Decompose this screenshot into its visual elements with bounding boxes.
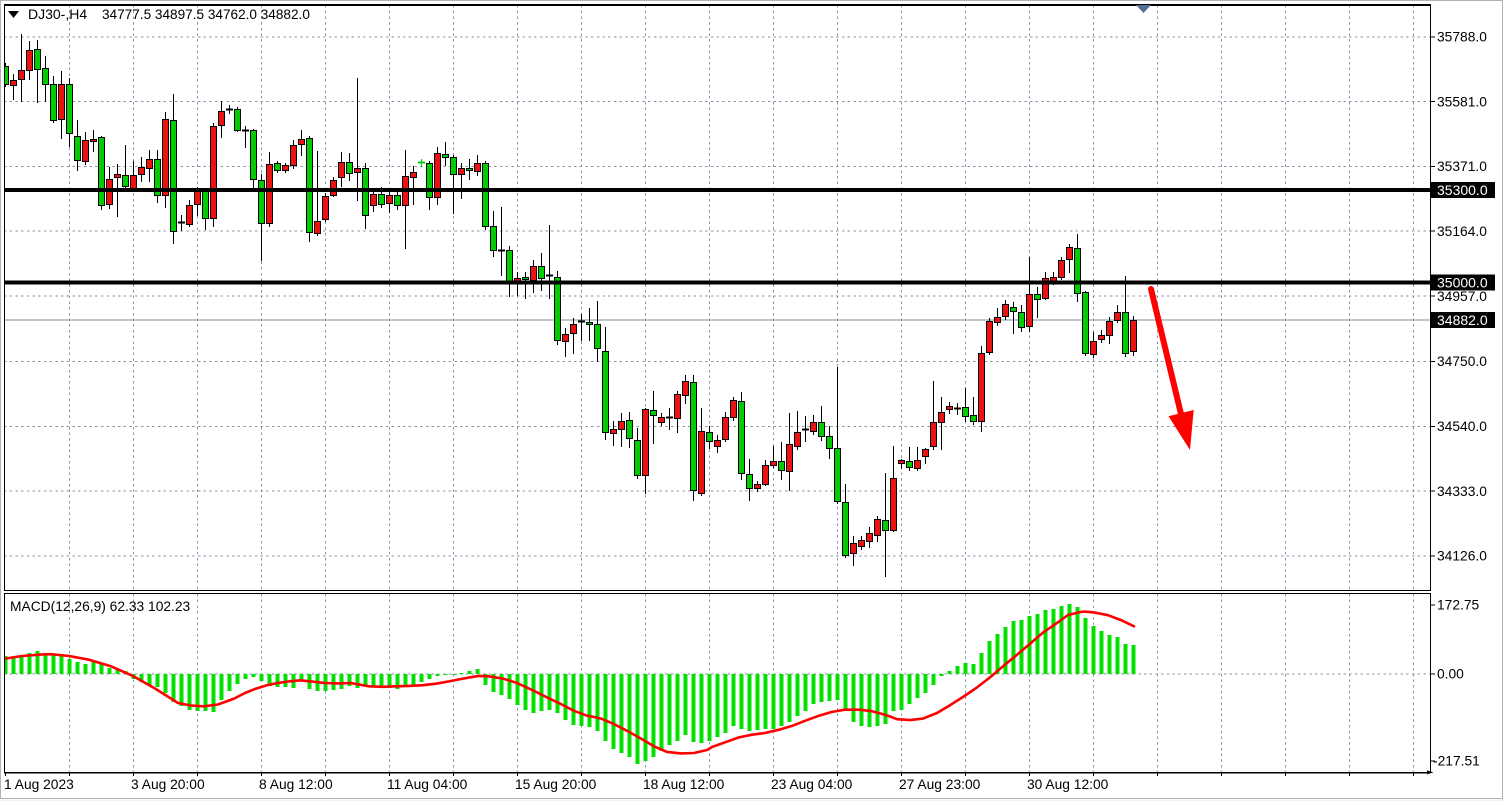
svg-text:27 Aug 23:00: 27 Aug 23:00 (899, 777, 981, 792)
svg-text:35581.0: 35581.0 (1437, 94, 1487, 109)
svg-text:172.75: 172.75 (1437, 598, 1480, 613)
svg-text:8 Aug 12:00: 8 Aug 12:00 (259, 777, 333, 792)
svg-text:34750.0: 34750.0 (1437, 354, 1487, 369)
svg-text:DJ30-,H4: DJ30-,H4 (28, 6, 87, 22)
svg-text:MACD(12,26,9) 62.33 102.23: MACD(12,26,9) 62.33 102.23 (10, 599, 191, 614)
svg-text:3 Aug 20:00: 3 Aug 20:00 (131, 777, 205, 792)
svg-text:11 Aug 04:00: 11 Aug 04:00 (387, 777, 468, 792)
svg-text:1 Aug 2023: 1 Aug 2023 (4, 777, 74, 792)
svg-text:34126.0: 34126.0 (1437, 549, 1487, 564)
svg-text:23 Aug 04:00: 23 Aug 04:00 (771, 777, 853, 792)
svg-text:15 Aug 20:00: 15 Aug 20:00 (515, 777, 597, 792)
svg-text:35164.0: 35164.0 (1437, 224, 1487, 239)
svg-text:30 Aug 12:00: 30 Aug 12:00 (1027, 777, 1109, 792)
svg-text:34540.0: 34540.0 (1437, 419, 1487, 434)
svg-text:35300.0: 35300.0 (1437, 182, 1488, 198)
svg-text:34882.0: 34882.0 (1437, 312, 1488, 328)
svg-text:34777.5 34897.5 34762.0 34882.: 34777.5 34897.5 34762.0 34882.0 (102, 7, 310, 22)
svg-text:34957.0: 34957.0 (1437, 289, 1487, 304)
svg-text:-217.51: -217.51 (1433, 754, 1480, 769)
svg-text:0.00: 0.00 (1437, 667, 1464, 682)
svg-text:35371.0: 35371.0 (1437, 159, 1487, 174)
svg-text:34333.0: 34333.0 (1437, 484, 1487, 499)
svg-text:35788.0: 35788.0 (1437, 30, 1487, 45)
svg-text:18 Aug 12:00: 18 Aug 12:00 (643, 777, 725, 792)
svg-text:35000.0: 35000.0 (1437, 274, 1488, 290)
